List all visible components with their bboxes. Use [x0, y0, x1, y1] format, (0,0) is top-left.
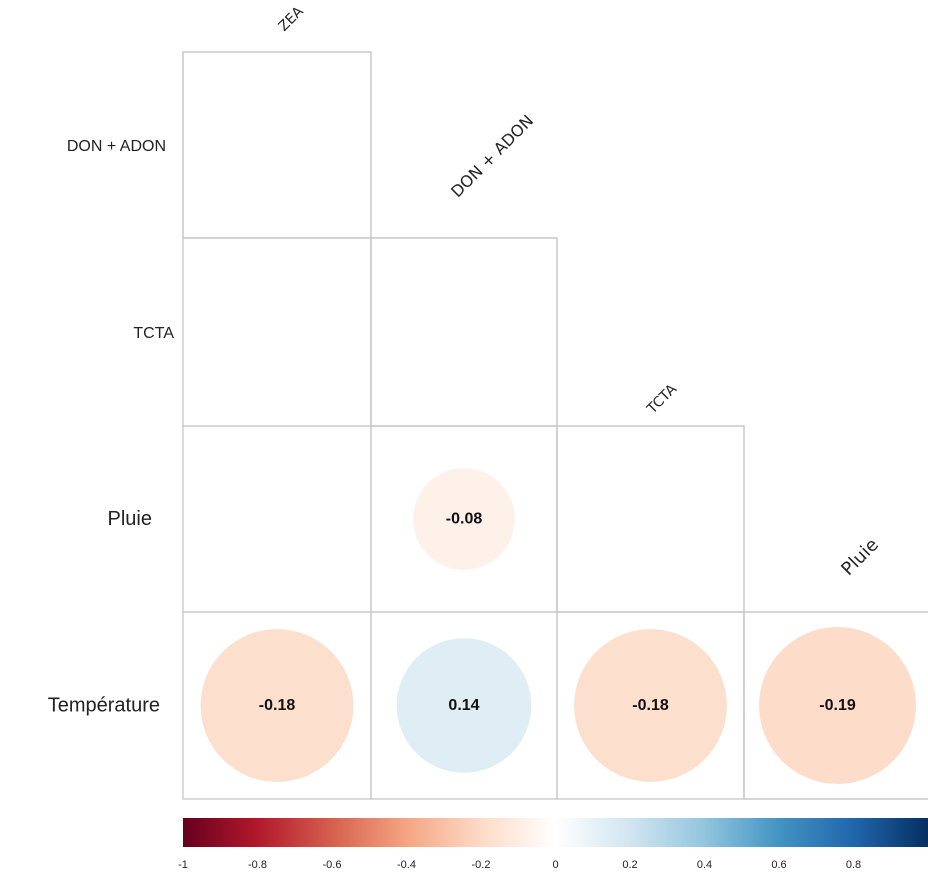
row-label: Pluie: [108, 508, 152, 530]
correlation-circle: [200, 629, 354, 782]
row-label: Température: [48, 695, 160, 717]
colorbar-tick-label: -0.6: [323, 859, 342, 871]
correlation-value-label: -0.18: [259, 697, 296, 714]
diagonal-cell: [182, 51, 372, 239]
colorbar-tick-label: -1: [178, 859, 188, 871]
correlation-value-label: -0.18: [632, 697, 669, 714]
correlation-circle: [759, 627, 916, 784]
colorbar-tick-label: 0: [552, 859, 558, 871]
diagonal-cell: [556, 425, 745, 613]
grid-cell: [182, 51, 372, 239]
grid-cell: [556, 425, 745, 613]
grid-cell: [370, 237, 558, 427]
colorbar-tick-label: 0.4: [697, 859, 712, 871]
colorbar-tick-label: 0.8: [846, 859, 861, 871]
colorbar-tick-label: 0.6: [771, 859, 786, 871]
colorbar: [183, 818, 928, 847]
column-label: TCTA: [644, 381, 681, 418]
colorbar-tick-label: -0.8: [248, 859, 267, 871]
column-label: ZEA: [276, 3, 307, 34]
correlation-value-label: -0.19: [819, 697, 856, 714]
correlation-value-label: -0.08: [446, 511, 483, 528]
correlation-circle: [413, 468, 515, 570]
row-label: DON + ADON: [67, 138, 166, 155]
diagonal-cell: [743, 611, 928, 800]
colorbar-tick-label: -0.4: [397, 859, 416, 871]
colorbar-tick-label: 0.2: [622, 859, 637, 871]
column-label: DON + ADON: [447, 111, 537, 201]
correlation-circle: [396, 638, 532, 773]
correlation-value-label: 0.14: [448, 697, 479, 714]
grid-cell: [182, 425, 372, 613]
diagonal-cell: [370, 237, 558, 427]
row-label: TCTA: [133, 325, 174, 342]
correlation-circle: [574, 629, 727, 782]
grid-cell: [182, 237, 372, 427]
colorbar-tick-label: -0.2: [472, 859, 491, 871]
column-label: Pluie: [837, 534, 882, 579]
